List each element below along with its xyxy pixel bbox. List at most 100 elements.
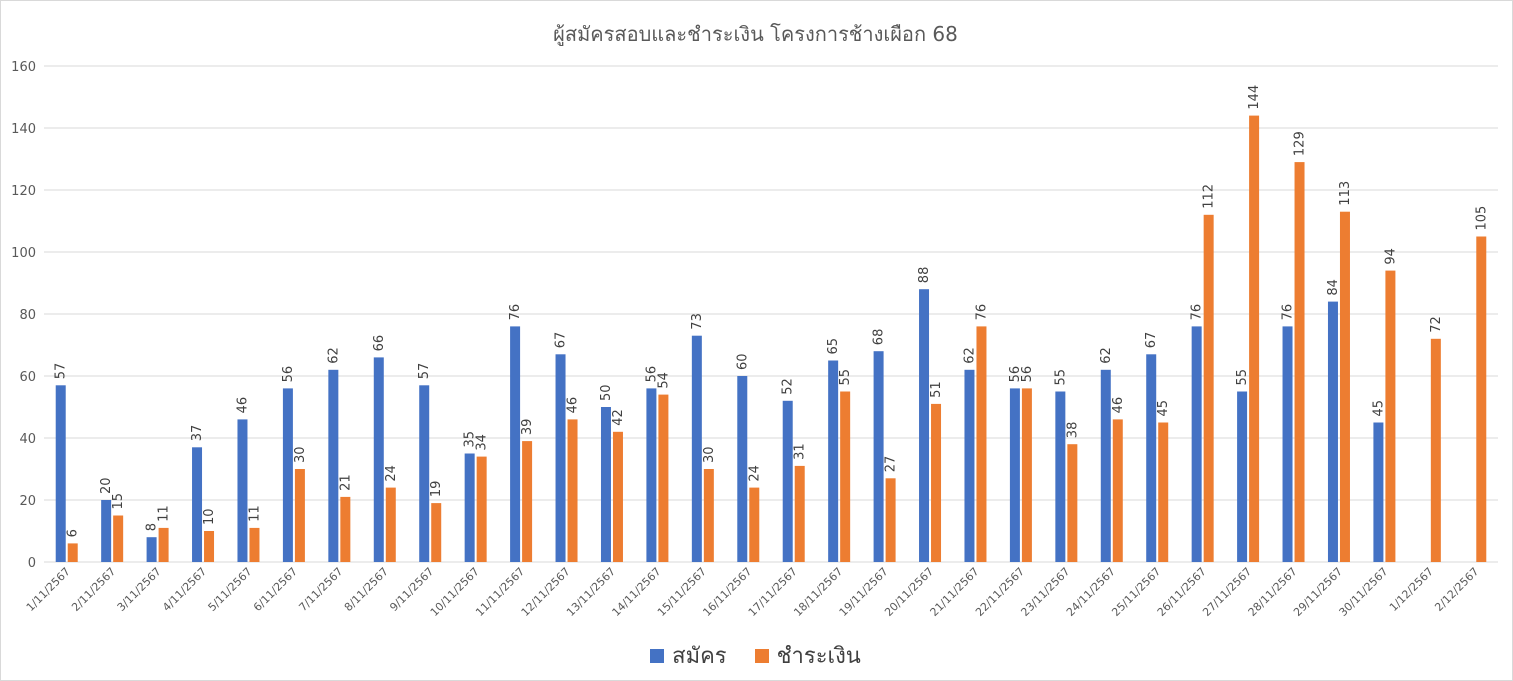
data-label-series-0: 56 — [644, 366, 659, 383]
data-label-series-1: 72 — [1429, 316, 1444, 333]
data-label-series-1: 24 — [384, 465, 399, 482]
data-label-series-0: 45 — [1371, 400, 1386, 417]
data-label-series-1: 113 — [1338, 181, 1353, 206]
data-label-series-0: 60 — [735, 353, 750, 370]
data-label-series-0: 76 — [1190, 304, 1205, 321]
data-label-series-1: 34 — [475, 434, 490, 451]
data-label-series-1: 129 — [1293, 131, 1308, 156]
y-tick-label: 0 — [28, 556, 36, 571]
bar-series-1 — [113, 515, 124, 562]
bar-series-1 — [340, 496, 351, 562]
data-label-series-1: 56 — [1020, 366, 1035, 383]
bar-series-1 — [976, 326, 987, 562]
data-label-series-0: 37 — [190, 425, 205, 442]
data-label-series-1: 30 — [702, 446, 717, 463]
data-label-series-1: 15 — [111, 493, 126, 510]
data-label-series-0: 73 — [690, 313, 705, 330]
legend-swatch-series-0 — [650, 648, 665, 663]
data-label-series-1: 105 — [1474, 206, 1489, 231]
bar-series-0 — [1191, 326, 1202, 562]
bar-series-1 — [567, 419, 578, 562]
data-label-series-0: 55 — [1235, 369, 1250, 386]
data-label-series-0: 84 — [1326, 279, 1341, 296]
bars — [55, 115, 1487, 563]
bar-series-0 — [1146, 354, 1157, 562]
data-label-series-0: 65 — [826, 338, 841, 355]
y-tick-label: 60 — [19, 370, 36, 385]
data-label-series-0: 55 — [1053, 369, 1068, 386]
bar-series-0 — [646, 388, 657, 562]
bar-series-1 — [612, 431, 623, 562]
bar-series-0 — [555, 354, 566, 562]
data-label-series-0: 76 — [1281, 304, 1296, 321]
data-label-series-1: 112 — [1202, 184, 1217, 209]
data-label-series-0: 67 — [1144, 332, 1159, 349]
data-label-series-1: 46 — [566, 397, 581, 414]
bar-series-0 — [1282, 326, 1293, 562]
legend-item-series-0: สมัคร — [650, 638, 727, 673]
bar-series-1 — [1476, 236, 1487, 562]
data-label-series-1: 11 — [247, 505, 262, 522]
bar-series-0 — [1327, 301, 1338, 562]
bar-series-1 — [1158, 422, 1169, 562]
data-label-series-0: 35 — [463, 431, 478, 448]
y-tick-label: 40 — [19, 432, 36, 447]
bar-series-0 — [1373, 422, 1384, 562]
bar-series-1 — [1112, 419, 1123, 562]
bar-series-1 — [67, 543, 78, 562]
data-label-series-0: 57 — [54, 363, 69, 380]
data-label-series-1: 46 — [1111, 397, 1126, 414]
data-label-series-1: 21 — [338, 474, 353, 491]
data-label-series-0: 67 — [554, 332, 569, 349]
bar-series-0 — [55, 385, 66, 562]
legend-swatch-series-1 — [754, 648, 769, 663]
bar-series-1 — [794, 465, 805, 562]
data-label-series-0: 50 — [599, 384, 614, 401]
bar-series-0 — [192, 447, 203, 562]
data-label-series-1: 38 — [1065, 422, 1080, 439]
data-label-series-0: 66 — [372, 335, 387, 352]
data-label-series-0: 68 — [872, 329, 887, 346]
x-tick-label: 5/11/2567 — [206, 565, 255, 614]
data-label-series-0: 52 — [781, 378, 796, 395]
x-tick-label: 7/11/2567 — [296, 565, 345, 614]
data-label-series-0: 76 — [508, 304, 523, 321]
bar-series-1 — [885, 478, 896, 562]
bar-series-0 — [328, 369, 339, 562]
data-label-series-0: 62 — [1099, 347, 1114, 364]
x-tick-label: 2/12/2567 — [1432, 565, 1481, 614]
data-label-series-1: 19 — [429, 481, 444, 498]
bar-series-1 — [1339, 211, 1350, 562]
bar-series-0 — [464, 453, 475, 562]
bar-series-0 — [237, 419, 248, 562]
x-axis: 1/11/25672/11/25673/11/25674/11/25675/11… — [24, 565, 1482, 619]
y-tick-label: 120 — [11, 184, 36, 199]
bar-series-1 — [249, 527, 260, 562]
data-label-series-0: 57 — [417, 363, 432, 380]
x-tick-label: 3/11/2567 — [115, 565, 164, 614]
bar-series-1 — [385, 487, 396, 562]
bar-series-1 — [294, 469, 305, 562]
legend-label-series-1: ชำระเงิน — [776, 644, 861, 669]
bar-series-0 — [919, 289, 930, 562]
data-label-series-1: 42 — [611, 409, 626, 426]
data-label-series-0: 20 — [99, 477, 114, 494]
bar-series-1 — [749, 487, 760, 562]
bar-series-1 — [1249, 115, 1260, 562]
bar-series-1 — [1294, 162, 1305, 562]
data-label-series-0: 56 — [1008, 366, 1023, 383]
data-label-series-1: 10 — [202, 508, 217, 525]
y-tick-label: 80 — [19, 308, 36, 323]
bar-series-1 — [476, 456, 487, 562]
bar-series-1 — [840, 391, 851, 562]
bar-series-0 — [419, 385, 430, 562]
bar-series-1 — [1430, 338, 1441, 562]
bar-series-0 — [1237, 391, 1248, 562]
bar-series-0 — [510, 326, 521, 562]
bar-series-1 — [1021, 388, 1032, 562]
data-label-series-1: 144 — [1247, 85, 1262, 110]
data-label-series-0: 88 — [917, 267, 932, 284]
bar-series-0 — [691, 335, 702, 562]
legend: สมัคร ชำระเงิน — [0, 638, 1511, 673]
